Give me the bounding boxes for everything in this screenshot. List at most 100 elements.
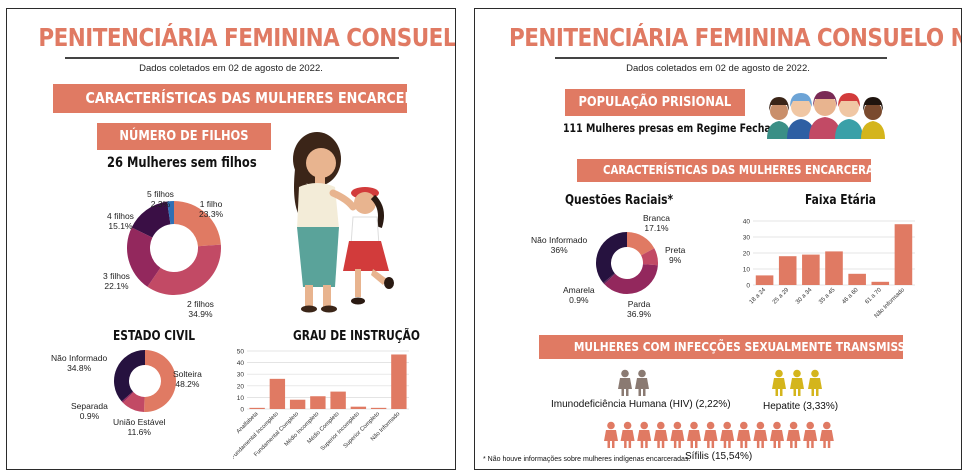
bar-nao-informado <box>894 224 913 285</box>
slice-4-filhos <box>131 201 171 238</box>
woman-figure-icon <box>808 369 822 396</box>
hiv-figures <box>618 369 649 396</box>
woman-figure-icon <box>653 421 668 448</box>
slice-label-nao-informado: Não Informado 36% <box>531 235 588 255</box>
racial-heading: Questões Raciais* <box>565 193 674 208</box>
woman-figure-icon <box>786 421 801 448</box>
woman-figure-icon <box>604 421 618 448</box>
slice-label-preta: Preta 9% <box>665 245 686 265</box>
characteristics-banner: CARACTERÍSTICAS DAS MULHERES ENCARCERADA… <box>53 84 454 113</box>
slice-label-solteira: Solteira 48.2% <box>173 369 202 389</box>
right-infographic-panel: PENITENCIÁRIA FEMININA CONSUELO NASSER D… <box>474 8 962 470</box>
x-tick-label: 25 a 29 <box>772 287 791 306</box>
age-bar-chart: 0 10 20 30 40 18 a 24 25 a 29 30 a 34 35 a 45 46 … <box>743 219 915 319</box>
bar-fundamental-incompleto <box>269 378 286 409</box>
woman-figure-icon <box>772 369 786 396</box>
racial-donut-chart <box>596 232 658 294</box>
slice-solteira <box>144 350 176 412</box>
slice-label-4-filhos: 4 filhos 15.1% <box>107 211 134 231</box>
bar-superior-completo <box>370 407 387 409</box>
woman-figure-icon <box>736 421 751 448</box>
children-donut-chart <box>127 201 221 295</box>
x-tick-label: 35 a 45 <box>818 287 837 306</box>
y-tick-label: 50 <box>237 349 245 356</box>
woman-figure-icon <box>720 421 735 448</box>
bar-fundamental-completo <box>289 399 306 409</box>
data-date: Dados coletados em 02 de agosto de 2022. <box>139 63 323 74</box>
slice-label-separada: Separada 0.9% <box>71 401 108 421</box>
woman-figure-icon <box>770 421 784 448</box>
slice-label-nao-informado: Não Informado 34.8% <box>51 353 108 373</box>
bar-18-a-24 <box>755 275 774 285</box>
y-tick-label: 40 <box>743 219 751 226</box>
woman-figure-icon <box>620 421 635 448</box>
slice-label-1-filho: 1 filho 23.3% <box>199 199 224 219</box>
slice-separada <box>121 391 134 403</box>
slice-nao-informado <box>114 350 145 402</box>
slice-5-filhos <box>167 201 174 225</box>
bar-35-a-45 <box>825 251 843 285</box>
woman-figure-icon <box>618 369 632 396</box>
bar-46-a-60 <box>848 273 866 285</box>
x-tick-label: 30 a 34 <box>795 287 814 306</box>
x-tick-label: Superior Incompleto <box>320 411 361 452</box>
slice-label-2-filhos: 2 filhos 34.9% <box>187 299 214 319</box>
slice-1-filho <box>174 201 221 247</box>
mother-and-child-illustration-icon <box>293 132 394 313</box>
slice-label-5-filhos: 5 filhos 2.3% <box>147 189 174 209</box>
y-tick-label: 30 <box>743 235 751 242</box>
woman-figure-icon <box>790 369 804 396</box>
bar-superior-incompleto <box>350 406 367 409</box>
bar-medio-incompleto <box>310 396 326 409</box>
bar-61-a-70 <box>871 281 890 285</box>
hepatite-figures <box>772 369 822 396</box>
slice-label-uniao-estavel: União Estável 11.6% <box>113 417 166 437</box>
woman-figure-icon <box>703 421 718 448</box>
slice-amarela <box>603 273 616 285</box>
x-tick-label: 18 a 24 <box>749 287 768 306</box>
bar-analfabeta <box>249 407 265 409</box>
bar-medio-completo <box>330 391 346 409</box>
hepatite-label: Hepatite (3,33%) <box>763 401 839 412</box>
y-tick-label: 10 <box>743 267 751 274</box>
slice-label-parda: Parda 36.9% <box>627 299 652 319</box>
x-tick-label: 46 a 60 <box>841 287 860 306</box>
y-tick-label: 20 <box>743 251 751 258</box>
bar-25-a-29 <box>778 256 797 285</box>
ist-banner: MULHERES COM INFECÇÕES SEXUALMENTE TRANS… <box>539 335 961 359</box>
title-divider <box>65 57 399 59</box>
woman-figure-icon <box>687 421 701 448</box>
bar-30-a-34 <box>802 254 820 285</box>
woman-figure-icon <box>803 421 818 448</box>
woman-figure-icon <box>753 421 768 448</box>
y-tick-label: 40 <box>237 360 245 367</box>
data-date: Dados coletados em 02 de agosto de 2022. <box>626 63 810 74</box>
slice-uniao-estavel <box>122 392 145 412</box>
x-tick-label: Superior Completo <box>343 411 381 449</box>
group-of-women-icon <box>767 91 885 139</box>
civil-status-donut-chart <box>114 350 176 412</box>
children-banner: NÚMERO DE FILHOS <box>97 123 271 150</box>
y-tick-label: 20 <box>237 383 245 390</box>
slice-label-3-filhos: 3 filhos 22.1% <box>103 271 130 291</box>
woman-figure-icon <box>670 421 685 448</box>
characteristics-banner: CARACTERÍSTICAS DAS MULHERES ENCARCERADA… <box>577 159 898 182</box>
left-infographic-panel: PENITENCIÁRIA FEMININA CONSUELO NASSER D… <box>6 8 456 470</box>
slice-preta <box>641 248 658 266</box>
slice-nao-informado <box>596 232 627 283</box>
slice-label-amarela: Amarela 0.9% <box>563 285 595 305</box>
slice-parda <box>604 264 658 294</box>
title-divider <box>555 57 887 59</box>
panel-title: PENITENCIÁRIA FEMININA CONSUELO NASSER <box>38 23 456 52</box>
population-banner: POPULAÇÃO PRISIONAL <box>565 89 745 116</box>
slice-branca <box>627 232 655 256</box>
slice-3-filhos <box>127 227 161 287</box>
slice-2-filhos <box>147 244 221 295</box>
children-heading: 26 Mulheres sem filhos <box>107 155 257 171</box>
civil-status-heading: ESTADO CIVIL <box>113 329 196 344</box>
y-tick-label: 0 <box>746 283 750 290</box>
population-text: 111 Mulheres presas em Regime Fechado <box>563 121 785 135</box>
footnote: * Não houve informações sobre mulheres i… <box>483 456 691 463</box>
woman-figure-icon <box>637 421 652 448</box>
